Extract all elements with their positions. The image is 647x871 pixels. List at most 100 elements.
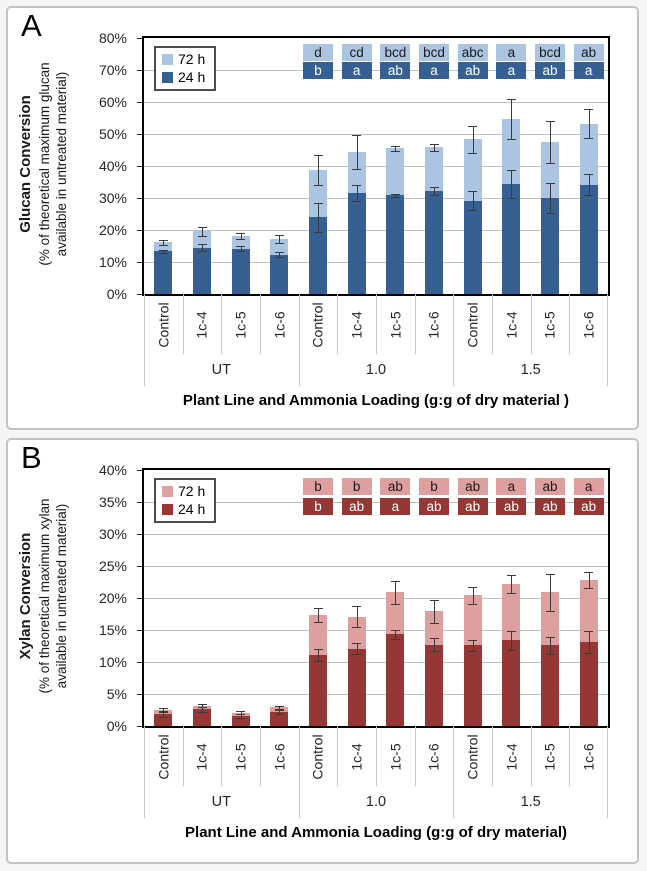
error-bar-cap bbox=[313, 231, 323, 233]
error-bar-cap bbox=[313, 621, 323, 623]
sig-letter-box-72h: a bbox=[573, 477, 604, 495]
x-tick-label: Control bbox=[453, 296, 492, 354]
error-bar-24h bbox=[202, 244, 203, 251]
legend-swatch-24h-icon bbox=[162, 503, 173, 515]
error-bar-cap bbox=[390, 638, 400, 640]
error-bar-cap bbox=[584, 195, 594, 197]
y-tick-label: 35% bbox=[98, 494, 127, 510]
y-tick-mark bbox=[137, 134, 144, 135]
x-tick-label-text: Control bbox=[464, 302, 481, 348]
group-label: 1.5 bbox=[520, 362, 541, 378]
error-bar-cap bbox=[584, 138, 594, 140]
x-tick-label: 1c-5 bbox=[376, 728, 415, 786]
error-bar-cap bbox=[584, 631, 594, 633]
x-tick-label-text: 1c-5 bbox=[541, 311, 558, 339]
category-separator bbox=[337, 726, 339, 786]
error-bar-cap bbox=[468, 209, 478, 211]
x-tick-label-text: Control bbox=[464, 734, 481, 780]
y-tick-mark bbox=[137, 38, 144, 39]
x-tick-label-text: Control bbox=[155, 302, 172, 348]
error-bar-cap bbox=[429, 638, 439, 640]
error-bar-cap bbox=[352, 168, 362, 170]
y-tick-mark bbox=[137, 262, 144, 263]
x-tick-label: 1c-4 bbox=[183, 728, 222, 786]
error-bar-72h bbox=[202, 703, 203, 708]
legend-item-24h: 24 h bbox=[162, 501, 205, 517]
error-bar-24h bbox=[240, 246, 242, 252]
error-bar-cap bbox=[584, 588, 594, 590]
group-separator bbox=[298, 294, 300, 386]
group-separator bbox=[453, 726, 455, 818]
sig-letter-box-24h: ab bbox=[457, 62, 488, 80]
x-tick-label: 1c-6 bbox=[569, 296, 608, 354]
gridline bbox=[144, 230, 608, 231]
category-separator bbox=[530, 294, 532, 354]
error-bar-cap bbox=[313, 202, 323, 204]
y-tick-mark bbox=[137, 694, 144, 695]
group-separator bbox=[144, 294, 145, 386]
error-bar-cap bbox=[236, 251, 246, 253]
bar-24h bbox=[579, 642, 598, 726]
x-axis: Plant Line and Ammonia Loading (g:g of d… bbox=[144, 294, 608, 426]
bar-24h bbox=[270, 711, 289, 726]
category-separator bbox=[569, 294, 571, 354]
x-tick-label: 1c-4 bbox=[337, 296, 376, 354]
x-tick-label-text: 1c-6 bbox=[580, 743, 597, 771]
y-axis-title-sub1: (% of theoretical maximum xylan bbox=[36, 498, 52, 694]
sig-letter-box-72h: bcd bbox=[419, 44, 449, 62]
error-bar-72h bbox=[434, 143, 435, 152]
error-bar-cap bbox=[313, 155, 323, 157]
group-separator bbox=[607, 726, 608, 818]
y-axis-title-sub2: available in untreated material) bbox=[54, 71, 70, 257]
error-bar-cap bbox=[468, 191, 478, 193]
category-separator bbox=[492, 726, 493, 786]
category-separator bbox=[337, 294, 339, 354]
x-tick-label: 1c-4 bbox=[492, 296, 531, 354]
error-bar-72h bbox=[550, 120, 551, 164]
error-bar-cap bbox=[158, 708, 168, 710]
x-tick-label-text: 1c-5 bbox=[232, 311, 249, 339]
gridline bbox=[144, 662, 608, 663]
gridline bbox=[144, 630, 608, 631]
error-bar-cap bbox=[274, 708, 284, 710]
x-tick-label-text: 1c-5 bbox=[232, 743, 249, 771]
error-bar-cap bbox=[313, 607, 323, 609]
error-bar-cap bbox=[545, 182, 555, 184]
error-bar-cap bbox=[274, 235, 284, 237]
x-tick-label: 1c-4 bbox=[492, 728, 531, 786]
error-bar-24h bbox=[163, 710, 165, 718]
error-bar-cap bbox=[236, 711, 246, 713]
gridline bbox=[144, 566, 608, 567]
legend-swatch-24h-icon bbox=[162, 71, 173, 83]
sig-letter-box-72h: bcd bbox=[535, 44, 565, 62]
y-tick-mark bbox=[137, 662, 144, 663]
y-axis-title-sub1: (% of theoretical maximum glucan bbox=[36, 62, 52, 266]
legend: 72 h 24 h bbox=[154, 46, 217, 91]
category-separator bbox=[376, 294, 377, 354]
error-bar-72h bbox=[511, 574, 513, 593]
x-tick-label-text: 1c-4 bbox=[193, 311, 210, 339]
error-bar-cap bbox=[468, 651, 478, 653]
error-bar-cap bbox=[584, 571, 594, 573]
error-bar-cap bbox=[313, 660, 323, 662]
error-bar-cap bbox=[236, 718, 246, 720]
y-tick-mark bbox=[137, 566, 144, 567]
error-bar-cap bbox=[390, 580, 400, 582]
y-tick-mark bbox=[137, 198, 144, 199]
y-tick-label: 0% bbox=[106, 286, 127, 302]
sig-letter-box-24h: ab bbox=[419, 497, 449, 515]
error-bar-cap bbox=[274, 252, 284, 254]
sig-letter-box-72h: b bbox=[341, 477, 372, 495]
x-axis-title: Plant Line and Ammonia Loading (g:g of d… bbox=[182, 392, 570, 409]
error-bar-cap bbox=[506, 574, 516, 576]
sig-letter-box-72h: a bbox=[496, 44, 527, 62]
error-bar-cap bbox=[506, 99, 516, 101]
error-bar-cap bbox=[197, 703, 207, 705]
error-bar-72h bbox=[395, 580, 397, 604]
bar-24h bbox=[347, 648, 366, 726]
error-bar-cap bbox=[506, 649, 516, 651]
error-bar-cap bbox=[352, 135, 362, 137]
error-bar-cap bbox=[390, 145, 400, 147]
error-bar-cap bbox=[352, 605, 362, 607]
